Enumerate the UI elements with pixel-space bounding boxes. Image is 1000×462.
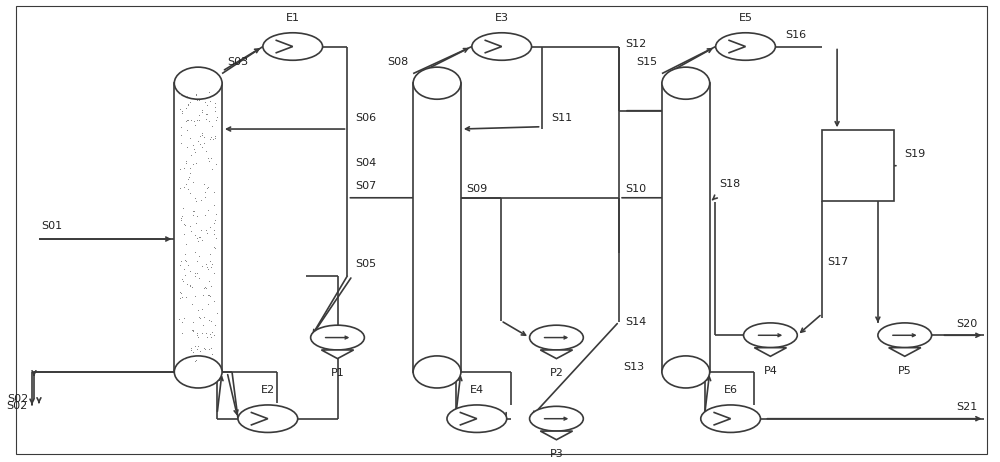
Text: S07: S07 <box>355 181 377 191</box>
Text: S03: S03 <box>227 57 248 67</box>
Circle shape <box>530 325 583 350</box>
Text: P4: P4 <box>763 365 777 376</box>
Circle shape <box>701 405 760 432</box>
Bar <box>174 83 222 372</box>
Ellipse shape <box>174 356 222 388</box>
Polygon shape <box>540 431 573 440</box>
Circle shape <box>472 33 532 60</box>
Text: S12: S12 <box>625 39 646 49</box>
Text: S14: S14 <box>625 316 646 327</box>
Text: S16: S16 <box>785 30 806 40</box>
Text: S11: S11 <box>551 113 573 122</box>
Text: T13: T13 <box>667 209 688 219</box>
Polygon shape <box>321 350 354 359</box>
Text: S04: S04 <box>355 158 377 169</box>
Text: P3: P3 <box>550 449 563 459</box>
Text: S02: S02 <box>6 401 27 411</box>
Text: S18: S18 <box>720 179 741 189</box>
Text: S20: S20 <box>956 319 977 329</box>
Circle shape <box>530 406 583 431</box>
Text: S19: S19 <box>904 149 925 159</box>
Text: S13: S13 <box>623 362 644 372</box>
Text: P5: P5 <box>898 365 912 376</box>
Text: D1: D1 <box>850 161 866 170</box>
Ellipse shape <box>413 67 461 99</box>
Ellipse shape <box>662 67 710 99</box>
Text: S10: S10 <box>625 183 646 194</box>
Bar <box>662 83 710 372</box>
Text: S09: S09 <box>466 183 487 194</box>
Ellipse shape <box>662 356 710 388</box>
Text: E4: E4 <box>470 385 484 395</box>
Text: S02: S02 <box>8 395 29 404</box>
Text: S01: S01 <box>41 221 62 231</box>
Bar <box>822 130 894 201</box>
Text: E3: E3 <box>495 12 509 23</box>
Circle shape <box>311 325 364 350</box>
Polygon shape <box>889 347 921 356</box>
Text: T11: T11 <box>179 209 200 219</box>
Polygon shape <box>754 347 787 356</box>
Polygon shape <box>540 350 573 359</box>
Text: S21: S21 <box>956 402 977 412</box>
Circle shape <box>238 405 298 432</box>
Circle shape <box>878 323 932 347</box>
Circle shape <box>447 405 507 432</box>
Circle shape <box>744 323 797 347</box>
Text: S06: S06 <box>355 113 377 122</box>
Circle shape <box>263 33 323 60</box>
Text: S08: S08 <box>387 57 408 67</box>
Text: S05: S05 <box>355 259 377 269</box>
Bar <box>413 83 461 372</box>
Text: P1: P1 <box>331 368 344 378</box>
Text: T12: T12 <box>418 209 439 219</box>
Circle shape <box>716 33 775 60</box>
Text: E1: E1 <box>286 12 300 23</box>
Text: S15: S15 <box>636 57 657 67</box>
Ellipse shape <box>413 356 461 388</box>
Ellipse shape <box>174 67 222 99</box>
Text: E5: E5 <box>739 12 753 23</box>
Text: S17: S17 <box>827 257 848 267</box>
Text: E2: E2 <box>261 385 275 395</box>
Text: E6: E6 <box>724 385 738 395</box>
Text: P2: P2 <box>550 368 563 378</box>
